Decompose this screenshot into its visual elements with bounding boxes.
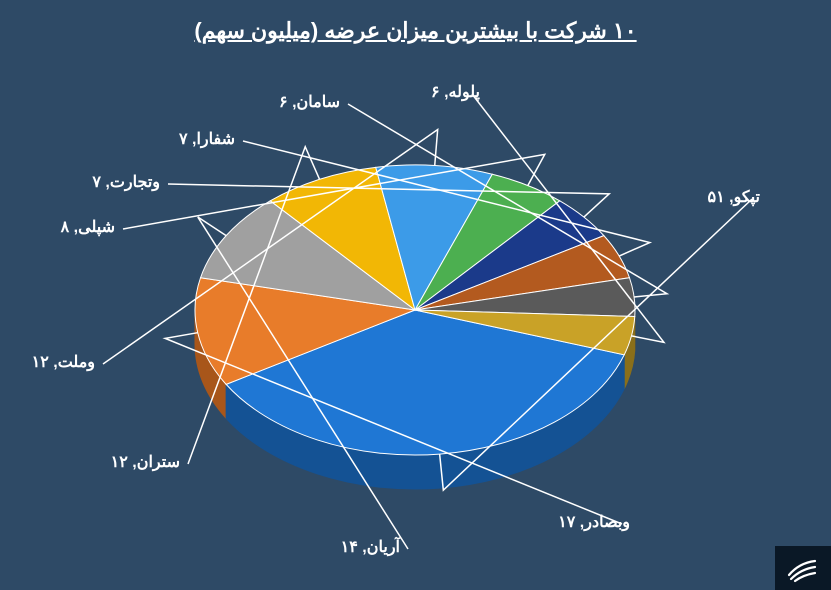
slice-label: وتجارت, ۷ (92, 172, 160, 192)
slice-label: پلوله, ۶ (431, 82, 480, 102)
pie-chart: تپکو, ۵۱ وبصادر, ۱۷ آریان, ۱۴ ستران, ۱۲ وملت… (0, 0, 831, 590)
logo-icon (785, 553, 821, 583)
logo-corner (775, 546, 831, 590)
slice-label: شپلی, ۸ (61, 217, 115, 237)
slice-label: شفارا, ۷ (179, 129, 235, 149)
pie-svg (0, 0, 831, 590)
slice-label: وملت, ۱۲ (32, 352, 95, 372)
slice-label: ستران, ۱۲ (111, 452, 180, 472)
slice-label: آریان, ۱۴ (341, 537, 400, 557)
slice-label: تپکو, ۵۱ (708, 187, 760, 207)
slice-label: سامان, ۶ (279, 92, 340, 112)
slice-label: وبصادر, ۱۷ (558, 512, 630, 532)
